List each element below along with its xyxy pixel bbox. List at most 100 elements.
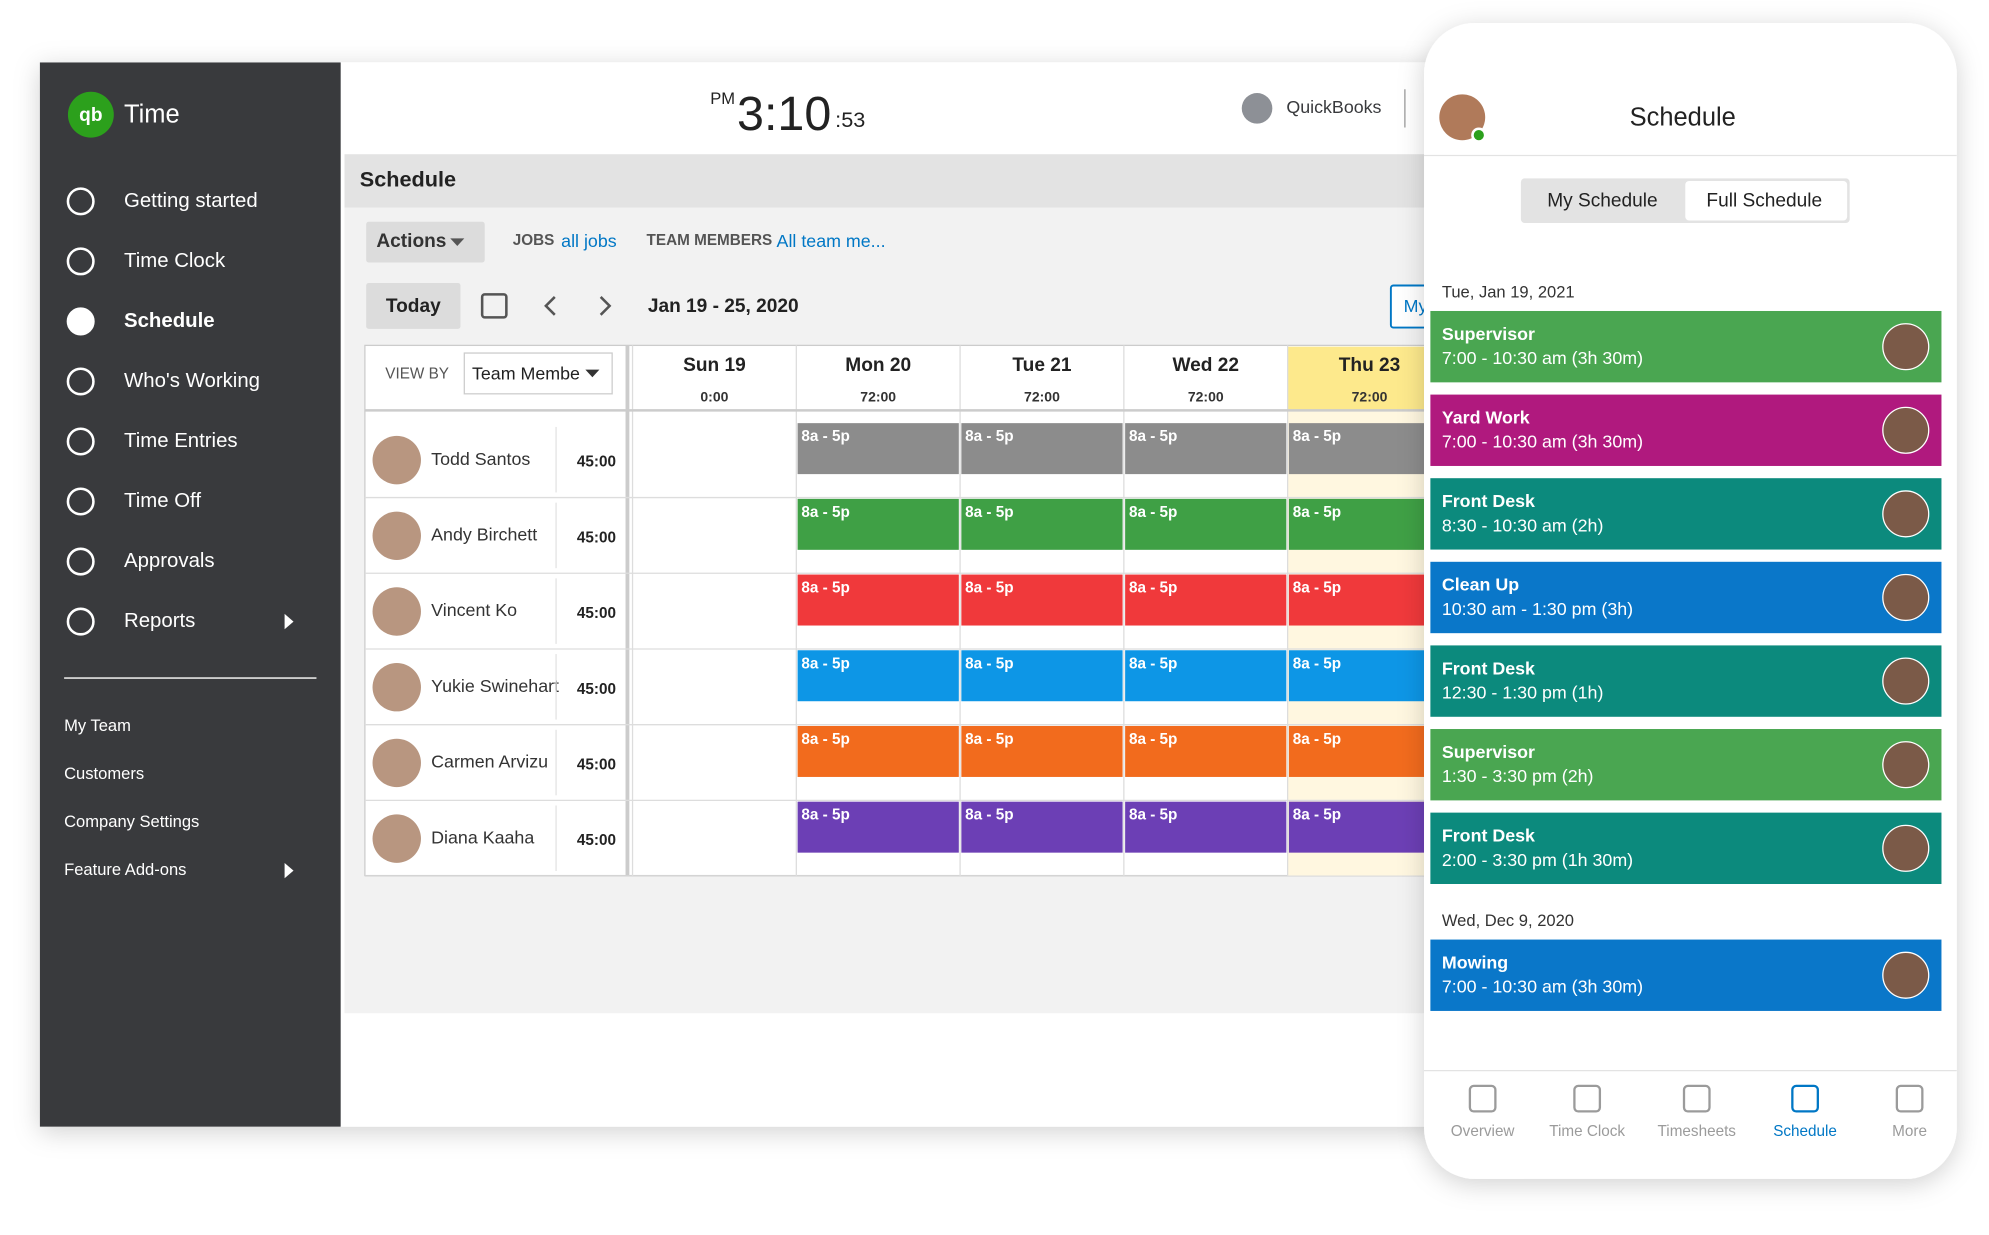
- tab-icon[interactable]: [1468, 1084, 1497, 1113]
- avatar: [372, 587, 421, 636]
- shift-label: 8a - 5p: [965, 580, 1013, 597]
- shift[interactable]: [1288, 574, 1450, 626]
- nav-item[interactable]: Time Off: [124, 490, 201, 512]
- tabbar-label[interactable]: Schedule: [1773, 1123, 1837, 1140]
- nav-link[interactable]: Company Settings: [64, 812, 199, 831]
- tab[interactable]: My Schedule: [1547, 190, 1657, 211]
- nav-icon: [66, 247, 95, 276]
- shift-time: 1:30 - 3:30 pm (2h): [1442, 766, 1594, 786]
- tab-icon[interactable]: [1573, 1084, 1602, 1113]
- shift-card[interactable]: [1430, 729, 1942, 801]
- shift-label: 8a - 5p: [965, 428, 1013, 445]
- shift-card[interactable]: [1430, 561, 1942, 634]
- tabbar-label[interactable]: Timesheets: [1658, 1123, 1737, 1140]
- avatar: [1882, 657, 1930, 705]
- shift[interactable]: [961, 498, 1123, 550]
- filter-value[interactable]: all jobs: [561, 231, 617, 251]
- tabbar-label[interactable]: Overview: [1451, 1123, 1516, 1140]
- shift[interactable]: [1125, 801, 1287, 853]
- shift[interactable]: [961, 574, 1123, 626]
- nav-item[interactable]: Schedule: [124, 310, 215, 332]
- shift[interactable]: [1125, 574, 1287, 626]
- calendar-icon[interactable]: [480, 293, 508, 319]
- avatar: [1882, 490, 1930, 538]
- filter-value[interactable]: All team me...: [777, 231, 886, 251]
- shift[interactable]: [1125, 498, 1287, 550]
- next-arrow[interactable]: [599, 296, 612, 316]
- tab-icon[interactable]: [1895, 1084, 1924, 1113]
- member-hours: 45:00: [577, 605, 616, 622]
- today-button[interactable]: [366, 282, 461, 329]
- nav-link[interactable]: My Team: [64, 716, 131, 735]
- shift[interactable]: [1288, 725, 1450, 777]
- shift-job: Yard Work: [1442, 408, 1530, 428]
- shift-label: 8a - 5p: [1293, 655, 1341, 672]
- shift[interactable]: [961, 801, 1123, 853]
- shift[interactable]: [1288, 423, 1450, 475]
- prev-arrow[interactable]: [544, 296, 556, 316]
- shift[interactable]: [797, 574, 959, 626]
- tab[interactable]: Full Schedule: [1706, 190, 1822, 211]
- sidebar: [39, 62, 341, 1127]
- shift-card[interactable]: [1430, 394, 1942, 466]
- member-name: Todd Santos: [431, 449, 530, 469]
- date-heading: Wed, Dec 9, 2020: [1442, 911, 1574, 930]
- nav-link[interactable]: Feature Add-ons: [64, 860, 186, 879]
- shift[interactable]: [1288, 498, 1450, 550]
- mobile-app: Schedule My Schedule Full Schedule Tue, Jan…: [1424, 94, 1957, 1140]
- shift-job: Front Desk: [1442, 658, 1535, 678]
- nav-icon: [66, 547, 95, 576]
- nav-item[interactable]: Reports: [124, 610, 195, 632]
- date-range: Jan 19 - 25, 2020: [648, 296, 799, 317]
- tabbar-label[interactable]: Time Clock: [1549, 1123, 1625, 1140]
- avatar: [1882, 406, 1930, 454]
- shift-card[interactable]: [1430, 939, 1942, 1011]
- tab-icon[interactable]: [1791, 1084, 1819, 1113]
- shift[interactable]: [1288, 801, 1450, 853]
- shift[interactable]: [1125, 650, 1287, 702]
- nav-icon: [66, 427, 95, 456]
- shift[interactable]: [797, 650, 959, 702]
- shift-card[interactable]: [1430, 812, 1942, 884]
- shift-card[interactable]: [1430, 310, 1942, 383]
- avatar: [1882, 741, 1930, 789]
- filter-label: TEAM MEMBERS: [647, 232, 773, 249]
- day-label: Thu 23: [1339, 355, 1401, 376]
- day-label: Tue 21: [1012, 355, 1071, 376]
- shift[interactable]: [797, 498, 959, 550]
- nav-item[interactable]: Who's Working: [124, 370, 260, 392]
- nav-icon: [66, 307, 95, 336]
- nav-item[interactable]: Time Entries: [124, 430, 238, 452]
- day-total: 72:00: [1024, 388, 1060, 404]
- shift-label: 8a - 5p: [1129, 807, 1177, 824]
- schedule-title: Schedule: [360, 167, 456, 192]
- tabbar-label[interactable]: More: [1892, 1123, 1927, 1140]
- shift[interactable]: [1288, 650, 1450, 702]
- actions-button[interactable]: [366, 221, 485, 263]
- shift-label: 8a - 5p: [1293, 580, 1341, 597]
- shift-time: 8:30 - 10:30 am (2h): [1442, 515, 1604, 535]
- shift-label: 8a - 5p: [1293, 428, 1341, 445]
- shift-label: 8a - 5p: [801, 504, 849, 521]
- shift-label: 8a - 5p: [1129, 428, 1177, 445]
- tab-icon[interactable]: [1682, 1084, 1711, 1113]
- shift[interactable]: [797, 423, 959, 475]
- nav-link[interactable]: Customers: [64, 764, 144, 783]
- shift[interactable]: [797, 801, 959, 853]
- shift[interactable]: [961, 423, 1123, 475]
- nav-icon: [66, 487, 95, 516]
- date-heading: Tue, Jan 19, 2021: [1442, 283, 1575, 302]
- member-hours: 45:00: [577, 832, 616, 849]
- shift-card[interactable]: [1430, 478, 1942, 550]
- shift[interactable]: [961, 725, 1123, 777]
- nav-item[interactable]: Getting started: [124, 190, 258, 212]
- nav-item[interactable]: Time Clock: [124, 250, 226, 272]
- shift[interactable]: [1125, 725, 1287, 777]
- shift[interactable]: [961, 650, 1123, 702]
- day-label: Wed 22: [1172, 355, 1239, 376]
- shift[interactable]: [797, 725, 959, 777]
- shift[interactable]: [1125, 423, 1287, 475]
- shift-card[interactable]: [1430, 645, 1942, 717]
- nav-item[interactable]: Approvals: [124, 550, 215, 572]
- view-by-select[interactable]: [463, 352, 613, 395]
